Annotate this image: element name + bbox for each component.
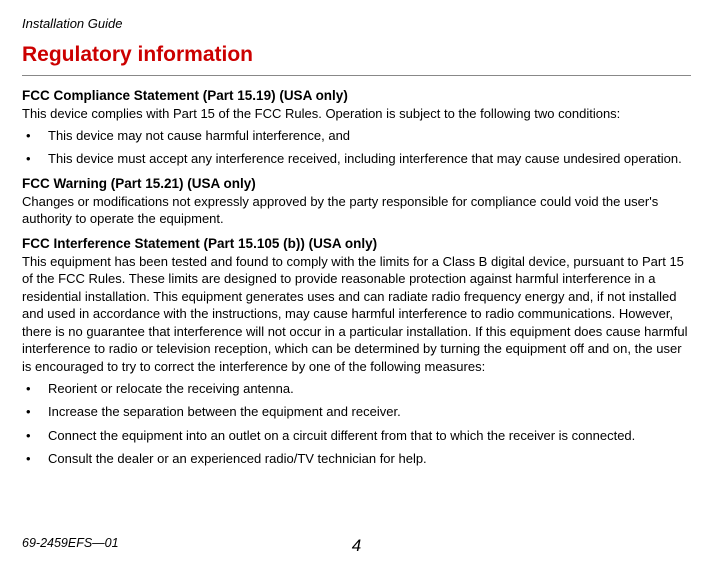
footer: 69-2459EFS—01 4 — [22, 536, 691, 550]
title-rule — [22, 75, 691, 76]
list-item: Consult the dealer or an experienced rad… — [22, 450, 691, 468]
section2-heading: FCC Warning (Part 15.21) (USA only) — [22, 176, 691, 191]
section1-heading: FCC Compliance Statement (Part 15.19) (U… — [22, 88, 691, 103]
section3-list: Reorient or relocate the receiving anten… — [22, 380, 691, 468]
section3-heading: FCC Interference Statement (Part 15.105 … — [22, 236, 691, 251]
section2-paragraph: Changes or modifications not expressly a… — [22, 193, 691, 228]
page-title: Regulatory information — [22, 43, 691, 67]
list-item: This device must accept any interference… — [22, 150, 691, 168]
section1-list: This device may not cause harmful interf… — [22, 127, 691, 168]
running-header: Installation Guide — [22, 16, 691, 31]
page-number: 4 — [352, 536, 361, 556]
list-item: Reorient or relocate the receiving anten… — [22, 380, 691, 398]
list-item: This device may not cause harmful interf… — [22, 127, 691, 145]
section1-paragraph: This device complies with Part 15 of the… — [22, 105, 691, 123]
footer-doc-id: 69-2459EFS—01 — [22, 536, 119, 550]
list-item: Connect the equipment into an outlet on … — [22, 427, 691, 445]
section3-paragraph: This equipment has been tested and found… — [22, 253, 691, 376]
list-item: Increase the separation between the equi… — [22, 403, 691, 421]
